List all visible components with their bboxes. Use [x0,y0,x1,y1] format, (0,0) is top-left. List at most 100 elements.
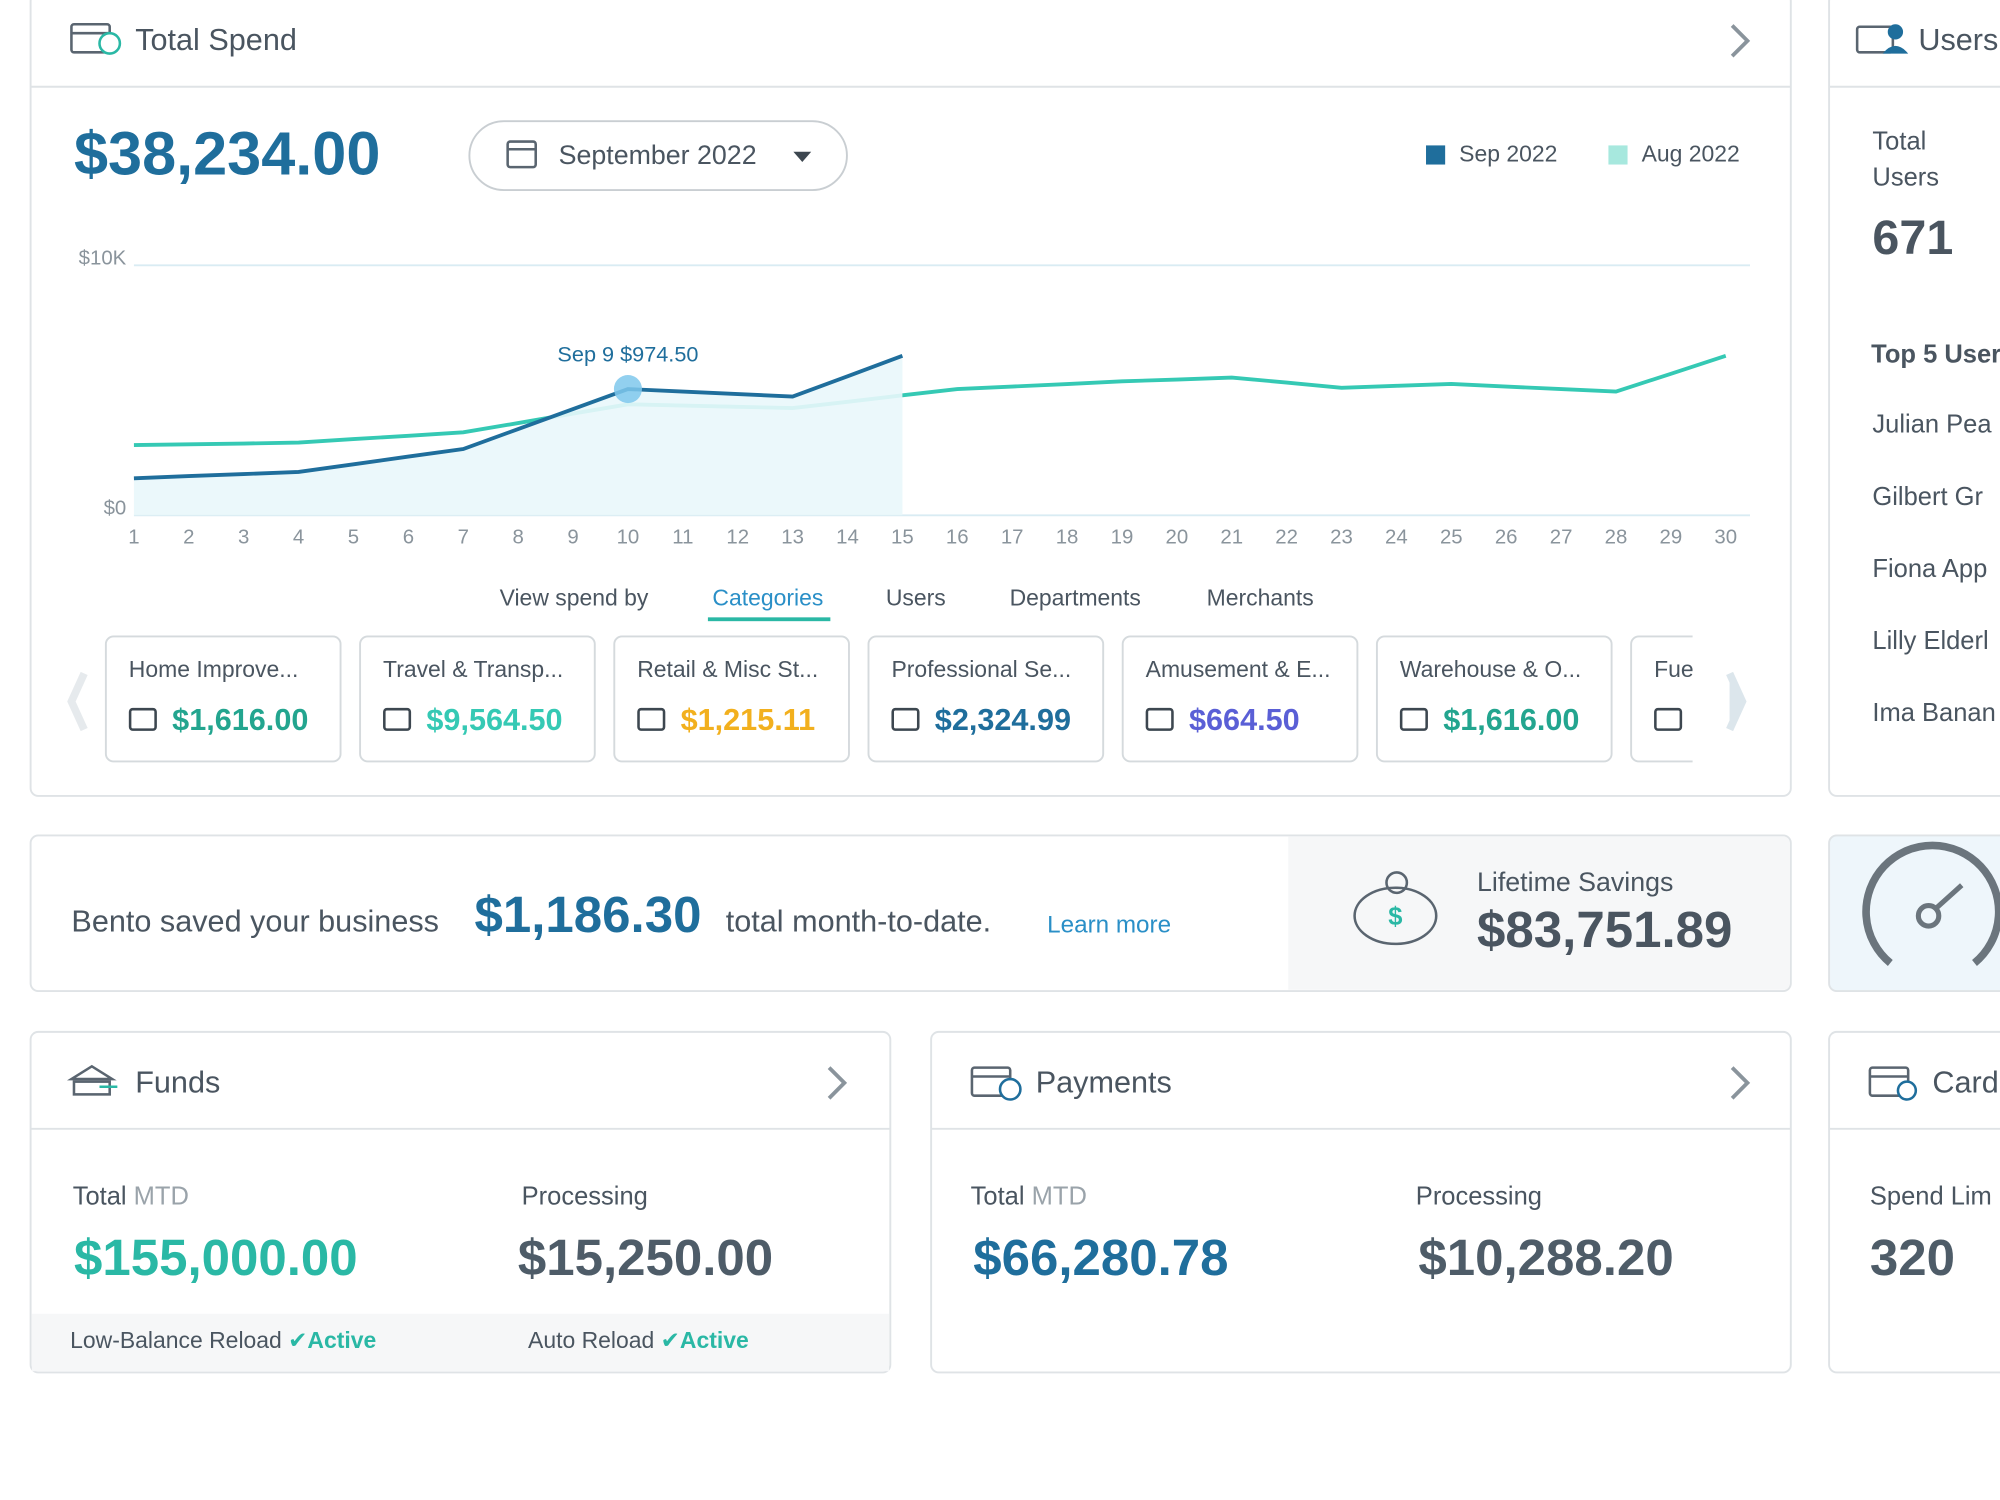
category-name: Travel & Transp... [383,656,563,682]
category-card[interactable] [613,635,850,763]
mtd-label: MTD [1032,1182,1087,1210]
category-icon [637,707,666,731]
x-tick-label: 27 [1550,527,1573,549]
users-icon [1855,24,1909,54]
chevron[interactable] [827,1066,848,1100]
x-tick-label: 13 [781,527,804,549]
category-amount: $664.50 [1189,703,1300,737]
mtd-label: MTD [134,1182,189,1210]
x-tick-label: 20 [1166,527,1189,549]
total-label-text: Total [73,1182,127,1210]
month-picker[interactable] [468,120,848,192]
x-tick-label: 2 [183,527,194,549]
month-label: September 2022 [559,140,757,170]
y-tick-label: $0 [104,497,127,519]
category-card[interactable] [104,635,342,763]
tab[interactable]: Departments [1010,585,1141,611]
x-tick-label: 1 [128,527,139,549]
category-amount: $1,215.11 [681,703,815,737]
scroll-right[interactable] [1726,671,1747,732]
category-icon [891,707,920,731]
scroll-left[interactable] [67,671,88,732]
x-tick-label: 4 [293,527,304,549]
funds-total: $155,000.00 [74,1229,358,1286]
legend-label: Sep 2022 [1459,141,1557,167]
bank-icon [66,1064,118,1096]
tab[interactable]: Categories [712,585,823,611]
category-name: Professional Se... [891,656,1071,682]
tab[interactable]: Users [886,585,946,611]
user-name[interactable]: Lilly Elderl [1872,627,1988,655]
x-tick-label: 30 [1714,527,1737,549]
spend-limit-label: Spend Lim [1870,1182,1992,1210]
user-name[interactable]: Julian Pea [1872,411,1992,439]
user-name[interactable]: Fiona App [1872,555,1987,583]
tab-underline [707,617,831,622]
category-card[interactable] [1121,635,1359,763]
user-name[interactable]: Gilbert Gr [1872,483,1983,511]
category-amount: $1,616.00 [1443,703,1579,737]
reload-text: Low-Balance Reload [70,1327,282,1353]
learn-more[interactable]: Learn more [1047,911,1171,938]
panel-title: Total Spend [135,23,297,57]
total-label: Total MTD [73,1182,189,1210]
x-tick-label: 21 [1220,527,1243,549]
status: Active [680,1327,749,1353]
x-tick-label: 23 [1330,527,1353,549]
gauge-panel [1828,834,2000,993]
x-tick-label: 10 [617,527,640,549]
funds-panel [29,1030,892,1374]
legend-label: Aug 2022 [1642,141,1740,167]
category-name: Amusement & E... [1146,656,1331,682]
reload-label: Auto Reload ✔Active [528,1327,749,1353]
x-tick-label: 15 [891,527,914,549]
category-card[interactable] [359,635,596,763]
x-tick-label: 28 [1605,527,1628,549]
category-name: Home Improve... [129,656,299,682]
annotation: Sep 9 $974.50 [557,342,698,367]
x-tick-label: 11 [672,527,693,549]
savings-lead: Bento saved your business [71,905,439,939]
processing-label: Processing [522,1182,648,1210]
payments-panel [930,1030,1792,1374]
x-tick-label: 16 [946,527,969,549]
category-icon [1145,707,1174,731]
x-tick-label: 9 [567,527,578,549]
series-line [133,353,1727,447]
category-icon [383,707,412,731]
payments-processing: $10,288.20 [1418,1229,1673,1286]
dropdown-caret [793,151,812,162]
funds-footer [31,1313,890,1372]
category-name: Retail & Misc St... [637,656,818,682]
chevron[interactable] [1730,1066,1751,1100]
calendar-icon [506,140,537,169]
spend-limit: 320 [1870,1229,1955,1286]
total-users-label: Users [1872,163,1939,191]
category-card[interactable] [1375,635,1613,763]
savings-tail: total month-to-date. [726,905,991,939]
x-tick-label: 24 [1385,527,1408,549]
total-label: Total MTD [971,1182,1087,1210]
x-tick-label: 22 [1275,527,1298,549]
category-name: Warehouse & O... [1400,656,1581,682]
x-tick-label: 14 [836,527,859,549]
lifetime-label: Lifetime Savings [1477,867,1673,897]
category-card[interactable] [867,635,1105,763]
reload-text: Auto Reload [528,1327,654,1353]
user-name[interactable]: Ima Banan [1872,699,1995,727]
x-tick-label: 29 [1660,527,1683,549]
panel-title: Funds [135,1065,220,1099]
panel-title: Users [1918,23,1998,57]
chevron[interactable] [1730,24,1751,58]
category-amount: $2,324.99 [935,703,1071,737]
tab[interactable]: Merchants [1207,585,1314,611]
category-amount: $1,616.00 [172,703,308,737]
piggy-icon: $ [1353,871,1438,946]
x-tick-label: 25 [1440,527,1463,549]
x-tick-label: 3 [238,527,249,549]
total-users: 671 [1872,211,1953,265]
x-tick-label: 19 [1111,527,1134,549]
savings-amount: $1,186.30 [474,886,701,943]
users-panel [1828,0,2000,797]
